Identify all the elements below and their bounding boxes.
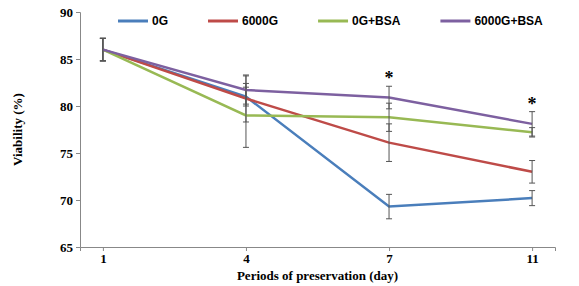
- line: [103, 50, 532, 207]
- y-axis-title: Viability (%): [10, 93, 25, 166]
- y-tick-label: 75: [60, 146, 74, 161]
- error-bar-cap: [529, 136, 535, 137]
- y-tick-mark: [76, 247, 80, 248]
- x-tick: 11: [526, 247, 538, 266]
- error-bar-cap: [100, 60, 106, 61]
- y-tick-mark: [76, 12, 80, 13]
- x-tick-label: 1: [100, 251, 107, 266]
- x-tick: 1: [100, 247, 107, 266]
- series: [100, 38, 535, 183]
- error-bar-cap: [243, 147, 249, 148]
- legend-swatch: [118, 20, 148, 23]
- y-tick: 65: [60, 240, 80, 255]
- error-bar-cap: [243, 75, 249, 76]
- error-bar: [529, 112, 535, 136]
- error-bar-cap: [386, 161, 392, 162]
- y-tick-mark: [76, 59, 80, 60]
- y-tick-label: 70: [60, 193, 73, 208]
- y-tick-mark: [76, 106, 80, 107]
- error-bar-stem: [245, 76, 246, 104]
- error-bar-cap: [529, 205, 535, 206]
- legend-swatch: [440, 20, 470, 23]
- x-tick-label: 4: [243, 251, 250, 266]
- annotation: *: [385, 68, 394, 88]
- error-bar-cap: [100, 38, 106, 39]
- error-bar-stem: [532, 112, 533, 136]
- legend-item: 6000G+BSA: [440, 14, 543, 28]
- series: [100, 38, 535, 218]
- x-tick: 7: [386, 247, 393, 266]
- error-bar-stem: [102, 38, 103, 61]
- y-tick: 80: [60, 99, 80, 114]
- error-bar-cap: [529, 160, 535, 161]
- error-bar-cap: [386, 218, 392, 219]
- error-bar-cap: [386, 131, 392, 132]
- error-bar-cap: [100, 38, 106, 39]
- error-bar-cap: [100, 60, 106, 61]
- error-bar: [100, 38, 106, 61]
- line: [103, 50, 532, 124]
- plot-area: [100, 38, 535, 218]
- error-bar-cap: [243, 104, 249, 105]
- legend: 0G 6000G 0G+BSA 6000G+BSA: [118, 14, 543, 28]
- error-bar: [243, 76, 249, 104]
- x-tick-label: 7: [386, 251, 393, 266]
- x-tick-label: 11: [526, 251, 538, 266]
- error-bar-cap: [100, 38, 106, 39]
- y-tick-label: 80: [60, 99, 73, 114]
- error-bar-cap: [529, 190, 535, 191]
- error-bar-stem: [532, 161, 533, 184]
- legend-item: 0G+BSA: [318, 14, 401, 28]
- y-axis: 65 70 75 80 85 90: [60, 5, 81, 255]
- y-tick: 75: [60, 146, 80, 161]
- legend-label: 6000G: [242, 14, 278, 28]
- y-tick: 90: [60, 5, 80, 20]
- legend-swatch: [208, 20, 238, 23]
- error-bar-cap: [243, 74, 249, 75]
- y-tick-mark: [76, 153, 80, 154]
- error-bar: [386, 86, 392, 109]
- error-bar: [529, 191, 535, 206]
- y-tick-label: 85: [60, 52, 74, 67]
- annotation: *: [528, 94, 537, 114]
- series: [100, 38, 535, 147]
- legend-item: 0G: [118, 14, 168, 28]
- series: [100, 38, 535, 136]
- error-bar: [529, 161, 535, 184]
- error-bar-cap: [386, 194, 392, 195]
- error-bar-cap: [529, 137, 535, 138]
- y-tick: 70: [60, 193, 80, 208]
- y-tick-mark: [76, 200, 80, 201]
- legend-label: 6000G+BSA: [474, 14, 543, 28]
- error-bar-stem: [532, 191, 533, 206]
- error-bar-cap: [100, 60, 106, 61]
- legend-label: 0G: [152, 14, 168, 28]
- error-bar-stem: [102, 38, 103, 61]
- error-bar-stem: [102, 38, 103, 61]
- x-tick: 4: [243, 247, 250, 266]
- legend-item: 6000G: [208, 14, 278, 28]
- error-bar-cap: [529, 183, 535, 184]
- error-bar-stem: [102, 38, 103, 61]
- y-axis-line: [76, 13, 81, 248]
- chart: 65 70 75 80 85 90 1 4 7 11 Periods of preservation…: [0, 0, 579, 286]
- x-axis-title: Periods of preservation (day): [237, 268, 398, 283]
- y-tick-label: 90: [60, 5, 73, 20]
- error-bar: [386, 194, 392, 218]
- y-tick-label: 65: [60, 240, 74, 255]
- error-bar-stem: [389, 194, 390, 218]
- line: [103, 50, 532, 172]
- error-bar-cap: [100, 60, 106, 61]
- x-axis-line: [81, 248, 556, 252]
- x-axis: 1 4 7 11: [81, 247, 556, 266]
- legend-swatch: [318, 20, 348, 23]
- line: [103, 50, 532, 133]
- error-bar-stem: [389, 86, 390, 109]
- error-bar-cap: [100, 38, 106, 39]
- legend-label: 0G+BSA: [352, 14, 401, 28]
- error-bar-cap: [386, 108, 392, 109]
- y-tick: 85: [60, 52, 80, 67]
